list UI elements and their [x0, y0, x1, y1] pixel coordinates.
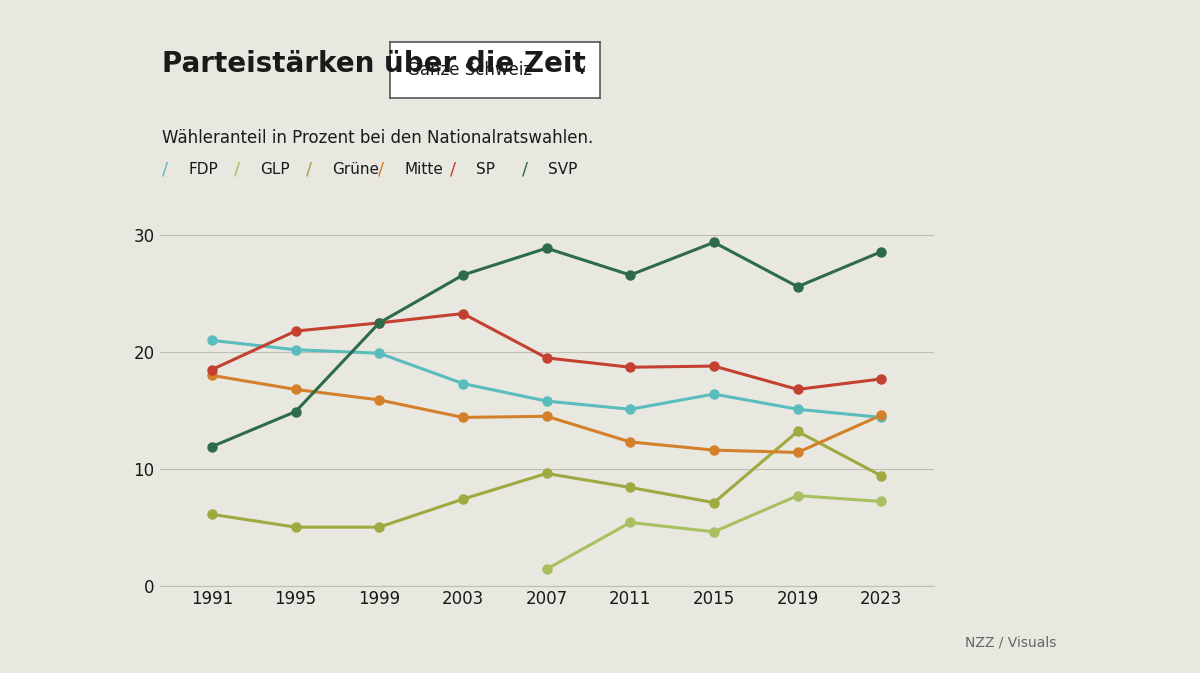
- Text: Parteistärken über die Zeit: Parteistärken über die Zeit: [162, 50, 586, 78]
- Text: Wähleranteil in Prozent bei den Nationalratswahlen.: Wähleranteil in Prozent bei den National…: [162, 129, 593, 147]
- Text: ∨: ∨: [576, 63, 586, 77]
- Text: Mitte: Mitte: [404, 162, 443, 177]
- Text: SVP: SVP: [548, 162, 577, 177]
- Text: /: /: [378, 161, 384, 178]
- Text: Ganze Schweiz: Ganze Schweiz: [407, 61, 532, 79]
- Text: /: /: [450, 161, 456, 178]
- Text: SP: SP: [476, 162, 496, 177]
- Text: /: /: [162, 161, 168, 178]
- Text: /: /: [234, 161, 240, 178]
- Text: /: /: [522, 161, 528, 178]
- Text: Grüne: Grüne: [332, 162, 379, 177]
- Text: NZZ / Visuals: NZZ / Visuals: [965, 636, 1056, 649]
- Text: /: /: [306, 161, 312, 178]
- Text: FDP: FDP: [188, 162, 218, 177]
- Text: GLP: GLP: [260, 162, 290, 177]
